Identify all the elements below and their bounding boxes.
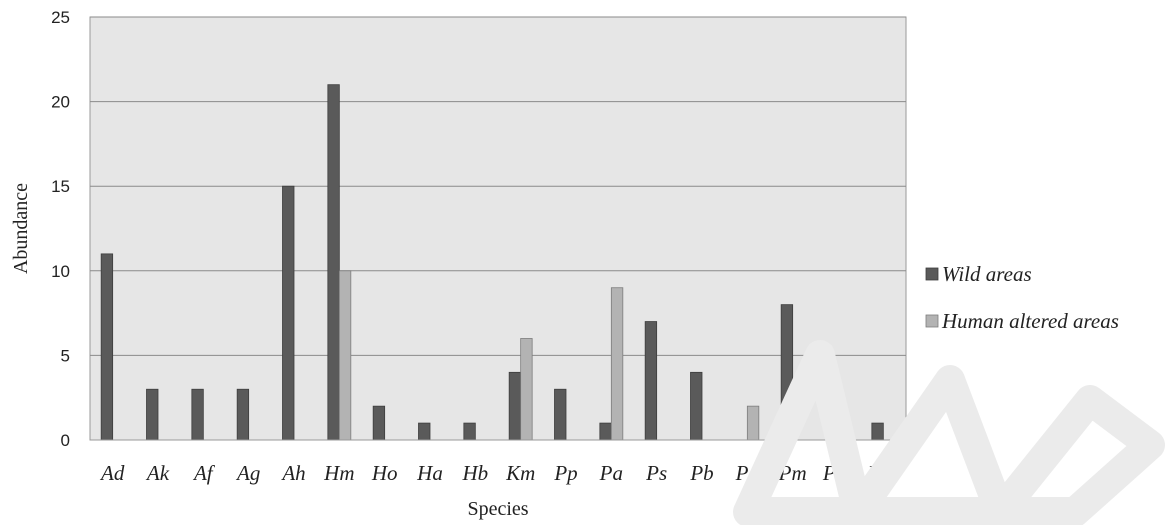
y-tick-label: 25 [51, 8, 70, 27]
y-axis-title: Abundance [10, 183, 32, 274]
x-tick-label: Ho [371, 461, 398, 485]
x-tick-label: Hb [461, 461, 488, 485]
bar-wild-ad [100, 253, 114, 441]
y-tick-label: 10 [51, 262, 70, 281]
bar-human-altered-hm [338, 270, 352, 441]
x-tick-label: Hm [323, 461, 354, 485]
y-tick-label: 20 [51, 93, 70, 112]
legend-swatch-wild [925, 267, 939, 281]
bar-wild-af [191, 388, 204, 441]
bar-wild-pb [690, 371, 703, 441]
bar-wild-ah [282, 185, 295, 441]
bar-human-altered-pg [746, 405, 760, 441]
x-tick-label: Ag [235, 461, 260, 485]
bar-wild-ag [236, 388, 250, 441]
bar-wild-pa [599, 422, 612, 441]
x-tick-label: Pb [689, 461, 713, 485]
legend-label-human-altered: Human altered areas [941, 309, 1119, 333]
bar-wild-psu [871, 422, 884, 441]
y-axis-ticks: 0 5 10 15 20 25 [51, 8, 70, 450]
bar-wild-hb [463, 422, 476, 441]
y-tick-label: 15 [51, 177, 70, 196]
x-tick-label: Ak [145, 461, 170, 485]
y-tick-label: 5 [61, 346, 70, 365]
bar-human-altered-pa [610, 287, 624, 441]
y-tick-label: 0 [61, 431, 70, 450]
watermark-shape [733, 340, 1165, 525]
bar-wild-ho [372, 405, 386, 441]
x-tick-label: Ps [645, 461, 667, 485]
x-axis-title: Species [467, 498, 528, 520]
x-tick-label: Pa [599, 461, 623, 485]
gridlines [90, 16, 906, 356]
x-tick-label: Ha [416, 461, 443, 485]
bar-human-altered-km [520, 338, 533, 441]
x-tick-label: Km [505, 461, 535, 485]
x-tick-label: Ah [280, 461, 305, 485]
bar-wild-hm [327, 84, 340, 441]
bar-wild-ha [418, 422, 431, 441]
legend-swatch-human-altered [925, 314, 939, 328]
bar-wild-km [508, 371, 522, 441]
x-tick-label: Ad [99, 461, 125, 485]
bar-wild-ps [644, 321, 658, 441]
x-tick-label: Af [192, 461, 216, 485]
x-tick-label: Pp [553, 461, 577, 485]
legend-label-wild: Wild areas [942, 262, 1032, 286]
legend: Wild areas Human altered areas [925, 262, 1119, 333]
plot-area [89, 16, 907, 441]
bar-wild-pp [554, 388, 567, 441]
bar-wild-ak [146, 388, 159, 441]
